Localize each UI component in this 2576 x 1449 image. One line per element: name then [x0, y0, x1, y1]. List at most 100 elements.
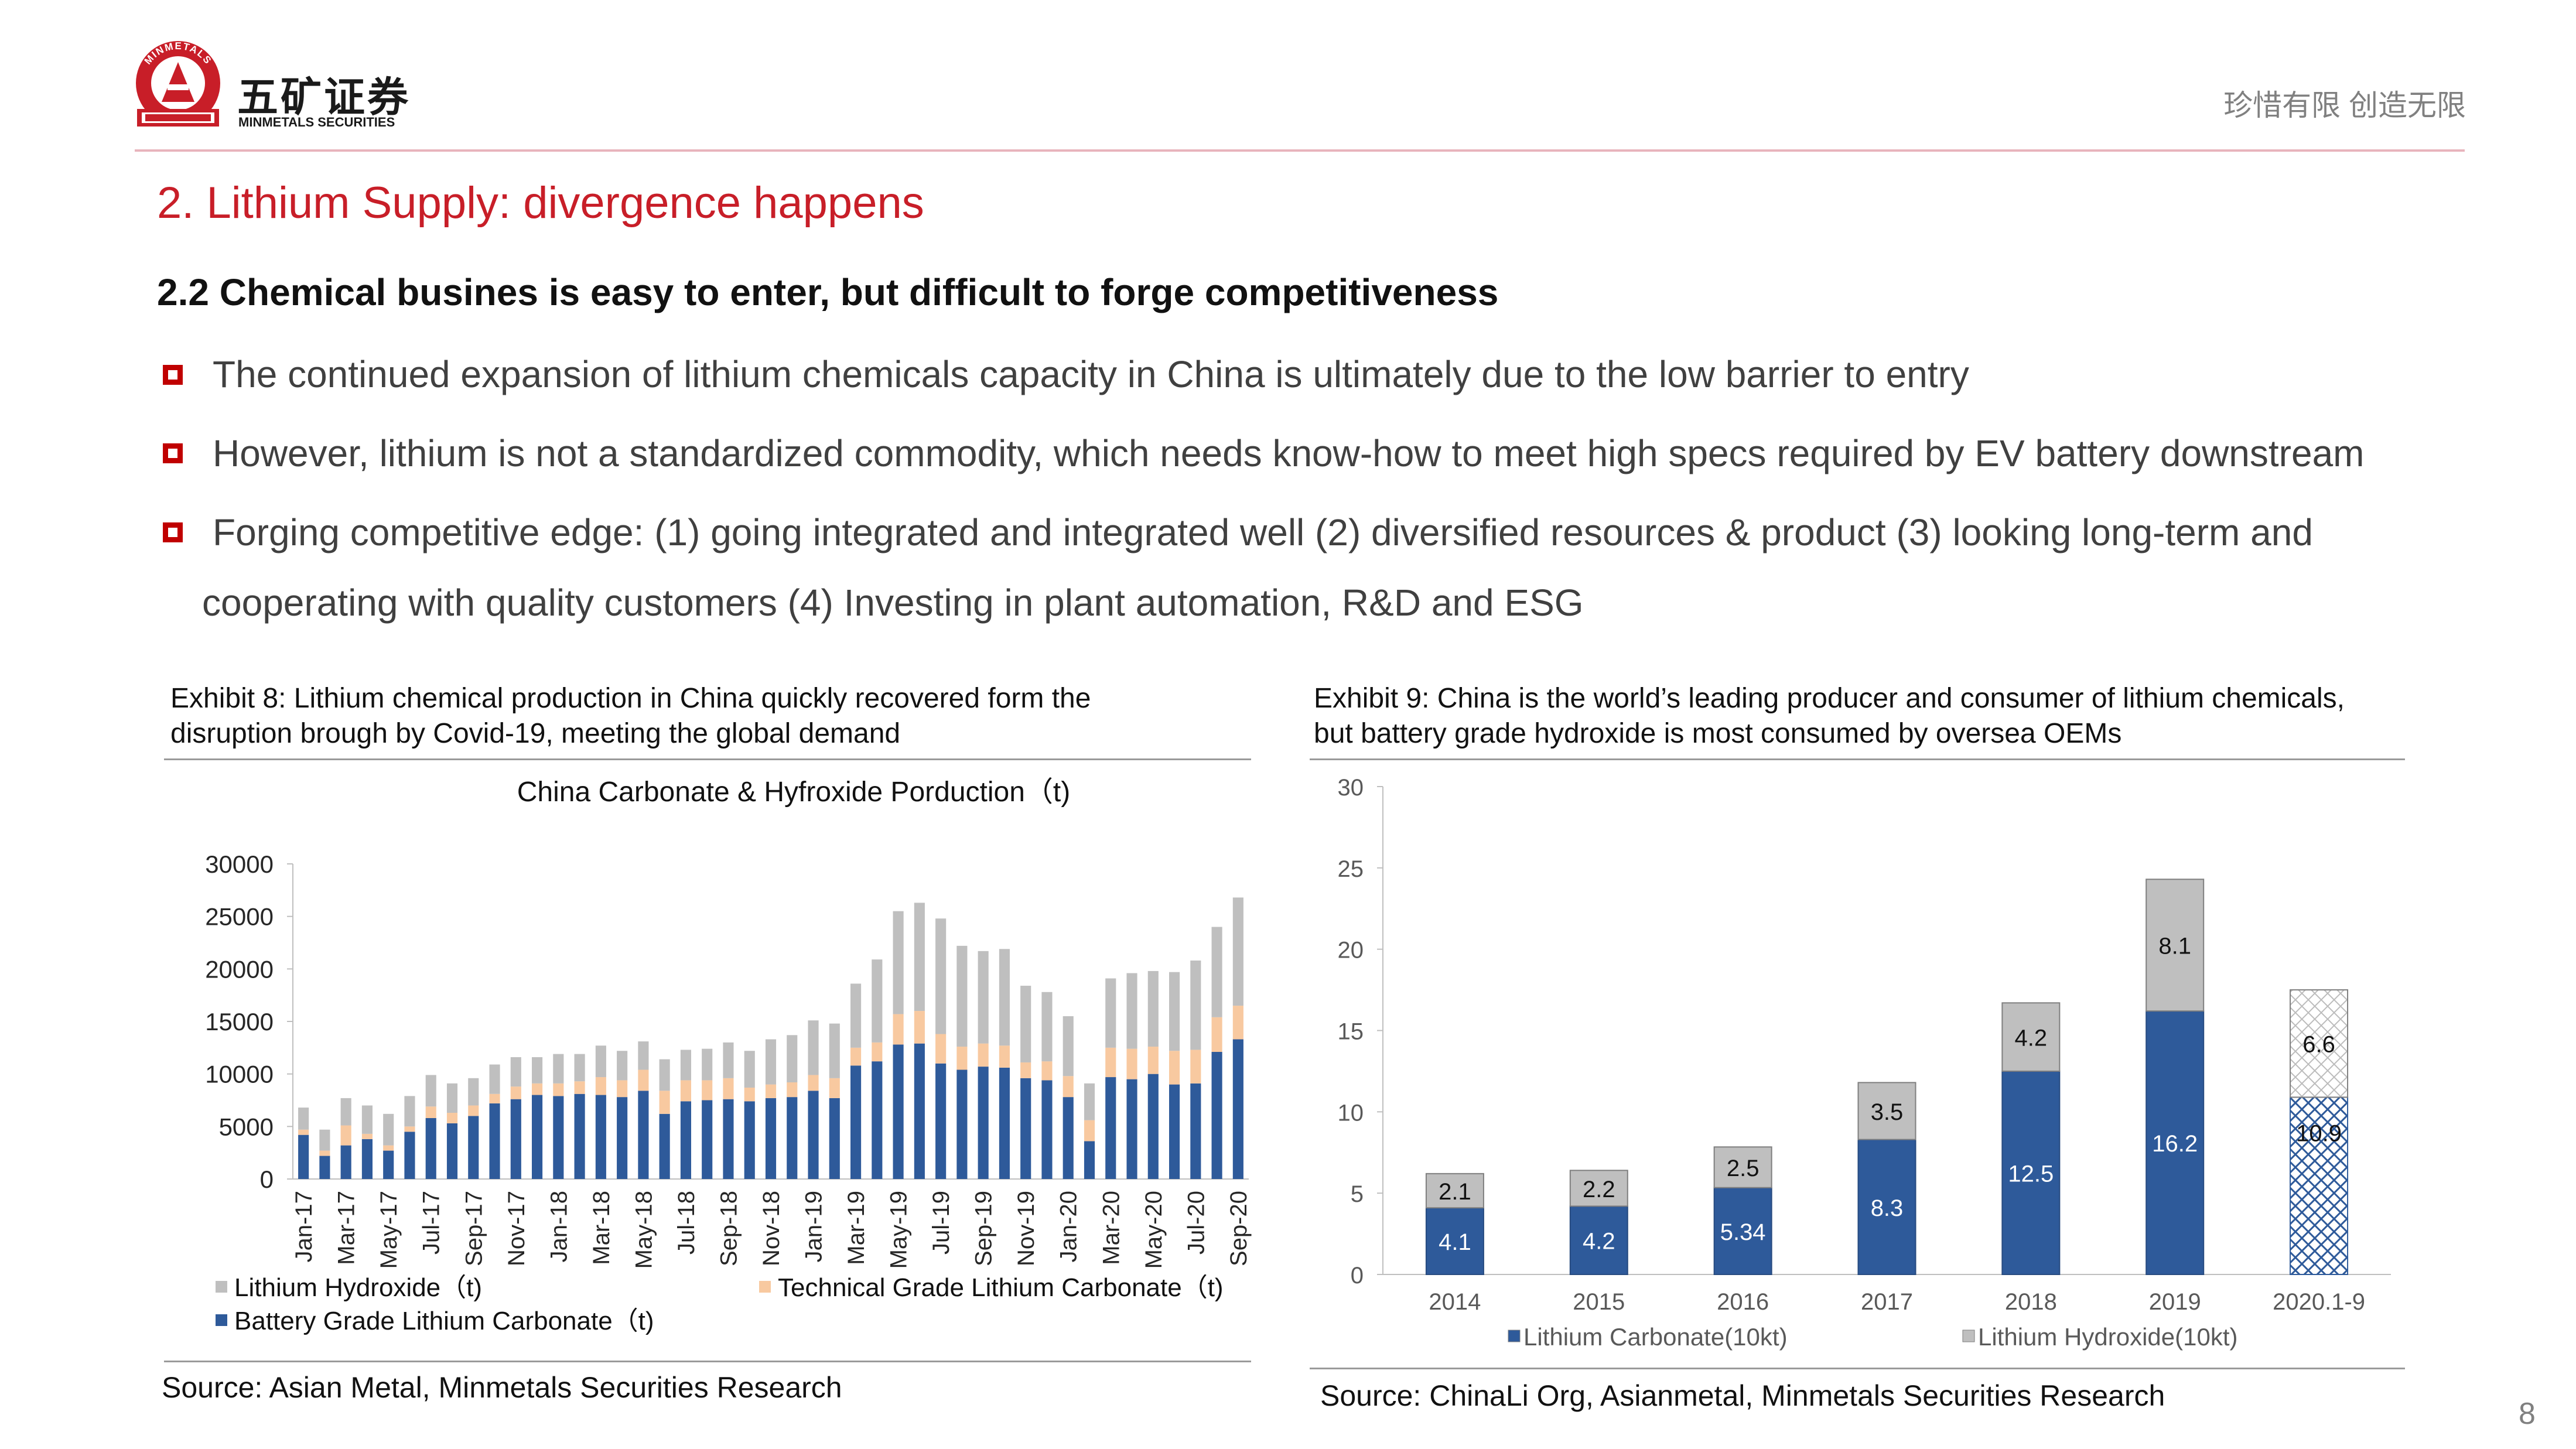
chart1-bar-hydroxide: [680, 1050, 691, 1081]
chart1-bar-hydroxide: [1126, 973, 1137, 1049]
exhibit9-top-rule: [1310, 758, 2405, 760]
chart1-bar-battery-carbonate: [850, 1065, 862, 1179]
chart1-bar-hydroxide: [872, 959, 883, 1043]
chart1-bar-technical-carbonate: [872, 1042, 883, 1062]
chart1-bar-hydroxide: [510, 1057, 521, 1087]
chart1-bar-battery-carbonate: [532, 1095, 543, 1179]
chart1-legend-label: Lithium Hydroxide（t): [234, 1273, 482, 1302]
chart1-bar-hydroxide: [935, 918, 947, 1034]
chart1-bar-technical-carbonate: [1041, 1061, 1053, 1081]
chart2-data-label-hydroxide: 2.5: [1727, 1156, 1760, 1181]
chart2-data-label-carbonate: 10.9: [2296, 1120, 2342, 1146]
chart1-bar-battery-carbonate: [617, 1097, 628, 1179]
chart1-bar-technical-carbonate: [1169, 1051, 1180, 1085]
chart1-x-tick-label: Jan-17: [291, 1191, 317, 1262]
exhibit8-source: Source: Asian Metal, Minmetals Securitie…: [162, 1371, 842, 1404]
chart1-bar-hydroxide: [978, 951, 989, 1044]
chart1-bar-hydroxide: [956, 945, 968, 1047]
exhibit8-top-rule: [164, 758, 1251, 760]
chart1-bar-hydroxide: [298, 1108, 309, 1130]
bullet-text-continuation: cooperating with quality customers (4) I…: [202, 582, 1584, 624]
chart1-bar-battery-carbonate: [1084, 1141, 1095, 1179]
chart1-bar-technical-carbonate: [935, 1034, 947, 1064]
chart2-legend-swatch: [1508, 1330, 1521, 1342]
chart1-bar-battery-carbonate: [404, 1132, 415, 1179]
chart1-bar-technical-carbonate: [999, 1045, 1010, 1068]
chart1-bar-battery-carbonate: [956, 1069, 968, 1179]
chart2-x-tick-label: 2020.1-9: [2273, 1289, 2365, 1315]
chart1-bar-battery-carbonate: [999, 1067, 1010, 1179]
chart1-bar-hydroxide: [617, 1051, 628, 1081]
chart1-bar-battery-carbonate: [1147, 1074, 1159, 1179]
header-divider: [135, 149, 2465, 152]
chart1-x-tick-label: Jul-17: [419, 1191, 445, 1255]
chart1-bar-technical-carbonate: [574, 1081, 585, 1094]
chart2-data-label-hydroxide: 4.2: [2015, 1026, 2048, 1051]
chart1-x-tick-label: Mar-17: [334, 1191, 360, 1265]
chart1-bar-battery-carbonate: [808, 1091, 819, 1179]
chart1-bar-battery-carbonate: [1169, 1084, 1180, 1179]
chart1-bar-technical-carbonate: [1105, 1047, 1116, 1078]
chart2-x-tick-label: 2014: [1429, 1289, 1481, 1315]
chart2-x-tick-label: 2015: [1573, 1289, 1625, 1315]
chart1-legend-swatch: [216, 1314, 227, 1326]
chart1-x-tick-label: Nov-19: [1013, 1191, 1039, 1266]
chart2-legend-label: Lithium Carbonate(10kt): [1523, 1323, 1788, 1351]
chart1-bar-hydroxide: [404, 1096, 415, 1127]
chart1-bar-hydroxide: [1105, 978, 1116, 1048]
chart1-bar-technical-carbonate: [361, 1133, 373, 1139]
chart1-y-tick-label: 10000: [205, 1061, 274, 1088]
chart1-x-tick-label: Mar-20: [1098, 1191, 1124, 1265]
chart1-x-tick-label: May-18: [631, 1191, 657, 1269]
chart1-bar-hydroxide: [893, 911, 904, 1014]
chart1-bar-battery-carbonate: [1041, 1080, 1053, 1179]
chart1-x-tick-label: Jul-20: [1183, 1191, 1209, 1255]
chart2-bar-carbonate: [1857, 1139, 1916, 1276]
chart1-bar-technical-carbonate: [893, 1014, 904, 1045]
chart1-x-tick-label: Sep-19: [971, 1191, 997, 1266]
chart1-x-tick-label: Jan-20: [1056, 1191, 1082, 1262]
chart1-bar-hydroxide: [468, 1078, 479, 1106]
chart1-bar-hydroxide: [702, 1048, 713, 1081]
chart1-bar-hydroxide: [532, 1057, 543, 1084]
chart1-bar-technical-carbonate: [1126, 1048, 1137, 1079]
chart2-legend-swatch: [1962, 1330, 1975, 1342]
exhibit8-title: Exhibit 8: Lithium chemical production i…: [170, 681, 1091, 751]
chart1-bar-battery-carbonate: [872, 1061, 883, 1179]
chart1-bar-technical-carbonate: [1190, 1050, 1201, 1084]
chart2-data-label-hydroxide: 8.1: [2158, 934, 2191, 959]
chart1-bar-battery-carbonate: [446, 1123, 458, 1179]
chart1-bar-hydroxide: [765, 1039, 777, 1085]
chart1-x-tick-label: May-17: [376, 1191, 402, 1269]
chart1-bar-hydroxide: [1084, 1083, 1095, 1120]
chart1-bar-hydroxide: [1062, 1016, 1074, 1077]
chart1-bar-technical-carbonate: [914, 1011, 925, 1044]
chart1-bar-technical-carbonate: [787, 1082, 798, 1098]
bullet-marker: [163, 522, 183, 542]
chart2-data-label-carbonate: 4.1: [1439, 1229, 1471, 1255]
chart1-x-tick-label: May-19: [886, 1191, 912, 1269]
chart2-bar-hydroxide: [1425, 1173, 1484, 1209]
chart1-title: China Carbonate & Hyfroxide Porduction（t…: [517, 777, 1070, 808]
chart1-bar-battery-carbonate: [1211, 1052, 1222, 1179]
chart1-x-tick-label: Sep-17: [461, 1191, 487, 1266]
chart1-bar-hydroxide: [1211, 927, 1222, 1017]
brand-name-chinese: 五矿证券: [237, 74, 411, 120]
chart2-x-tick-label: 2016: [1717, 1289, 1769, 1315]
chart1-bar-technical-carbonate: [553, 1083, 564, 1096]
chart1-bar-technical-carbonate: [468, 1105, 479, 1116]
chart2-bar-carbonate: [2290, 1096, 2349, 1275]
chart1-bar-battery-carbonate: [787, 1097, 798, 1179]
chart1-bar-battery-carbonate: [340, 1145, 351, 1179]
chart1-bar-hydroxide: [574, 1054, 585, 1082]
chart1-bar-hydroxide: [1020, 986, 1031, 1062]
chart2-bar-carbonate: [1425, 1207, 1484, 1276]
chart2-data-label-carbonate: 5.34: [1720, 1219, 1766, 1245]
chart1-bar-battery-carbonate: [659, 1113, 670, 1179]
exhibit9-title-line1: Exhibit 9: China is the world’s leading …: [1314, 683, 2345, 714]
chart1-bar-battery-carbonate: [978, 1067, 989, 1179]
subtitle: 2.2 Chemical busines is easy to enter, b…: [157, 271, 1499, 313]
chart1-bar-technical-carbonate: [298, 1129, 309, 1135]
page-number: 8: [2519, 1397, 2536, 1431]
chart2-y-tick-label: 10: [1338, 1100, 1364, 1126]
